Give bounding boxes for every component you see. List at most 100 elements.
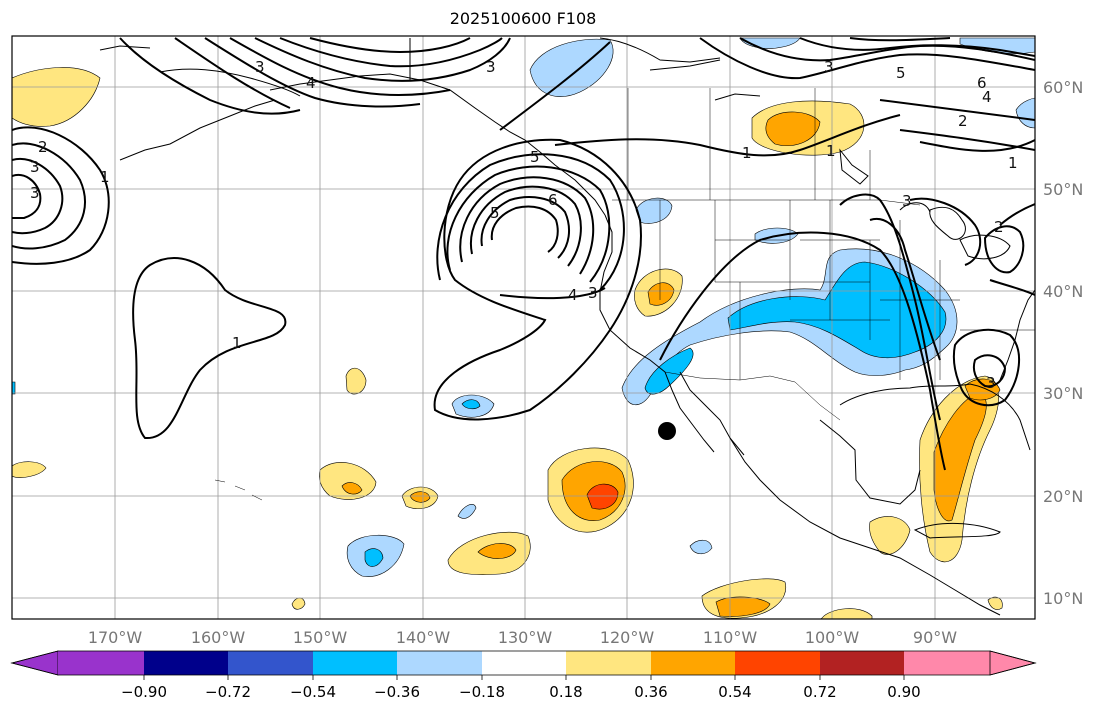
contour-label: 1 <box>232 334 242 352</box>
colorbar-high-extend <box>989 650 1037 676</box>
colorbar-bin <box>397 651 482 675</box>
map-frame <box>11 35 1036 620</box>
colorbar-tick-label: 0.36 <box>634 683 667 701</box>
positive-anomaly-area <box>319 462 377 500</box>
colorbar-tick-label: 0.72 <box>803 683 836 701</box>
lon-label: 90°W <box>913 628 957 647</box>
positive-anomaly-area <box>987 596 1003 610</box>
positive-anomaly-area <box>345 367 367 395</box>
contour-label: 6 <box>977 74 987 92</box>
lat-label: 50°N <box>1043 180 1083 199</box>
contour-label: 5 <box>530 148 540 166</box>
negative-anomaly-area <box>727 261 947 359</box>
storm-center-marker <box>658 422 676 440</box>
negative-anomaly-area <box>529 38 614 97</box>
colorbar: −0.90 −0.72 −0.54 −0.36 −0.18 0.18 0.36 … <box>10 650 1037 701</box>
colorbar-tick-label: −0.18 <box>459 683 505 701</box>
positive-anomaly-area <box>964 378 1001 401</box>
contour-label: 3 <box>30 184 40 202</box>
contour-label: 3 <box>30 158 40 176</box>
lon-label: 170°W <box>88 628 143 647</box>
colorbar-bin <box>651 651 735 675</box>
positive-anomaly-area <box>409 491 431 503</box>
contour-lines <box>12 37 1035 471</box>
positive-anomaly-area <box>12 461 47 478</box>
colorbar-tick-label: −0.90 <box>121 683 167 701</box>
anomaly-fills <box>12 37 1035 619</box>
colorbar-bin <box>313 651 397 675</box>
negative-anomaly-area <box>461 399 481 410</box>
contour-label: 3 <box>588 284 598 302</box>
lon-label: 130°W <box>498 628 553 647</box>
lon-label: 100°W <box>805 628 860 647</box>
positive-anomaly-area <box>291 597 306 610</box>
lon-label: 110°W <box>703 628 758 647</box>
positive-anomaly-area <box>820 608 873 619</box>
contour-label: 3 <box>824 58 834 76</box>
lat-label: 20°N <box>1043 487 1083 506</box>
lat-label: 60°N <box>1043 78 1083 97</box>
contour-label: 2 <box>958 112 968 130</box>
contour-label: 2 <box>38 138 48 156</box>
contour-label: 4 <box>982 88 992 106</box>
contour-label: 1 <box>1008 154 1018 172</box>
contour-label: 3 <box>255 58 265 76</box>
lon-label: 160°W <box>191 628 246 647</box>
colorbar-bin <box>904 651 990 675</box>
lon-label: 120°W <box>600 628 655 647</box>
contour-label: 1 <box>100 168 110 186</box>
contour-label-group: 1 2 3 4 5 6 1 1 2 3 4 5 6 3 5 4 3 1 3 3 … <box>30 58 1018 392</box>
colorbar-tick-label: −0.72 <box>205 683 251 701</box>
contour-label: 2 <box>994 218 1004 236</box>
positive-anomaly-area <box>341 482 363 495</box>
colorbar-bin <box>735 651 820 675</box>
colorbar-low-extend <box>10 650 59 676</box>
colorbar-bin <box>566 651 651 675</box>
negative-anomaly-area <box>364 548 384 567</box>
lat-label: 30°N <box>1043 384 1083 403</box>
contour-label: 1 <box>826 142 836 160</box>
positive-anomaly-area <box>647 282 675 306</box>
negative-anomaly-area <box>12 381 16 395</box>
negative-anomaly-area <box>457 504 477 519</box>
contour-label: 4 <box>306 74 316 92</box>
negative-anomaly-area <box>644 347 694 395</box>
colorbar-tick-label: 0.54 <box>718 683 751 701</box>
negative-anomaly-area <box>635 197 673 224</box>
contour-label: 5 <box>490 204 500 222</box>
colorbar-bin <box>58 651 144 675</box>
colorbar-bin <box>482 651 566 675</box>
lon-label: 140°W <box>396 628 451 647</box>
latitude-labels: 60°N 50°N 40°N 30°N 20°N 10°N <box>1043 78 1083 608</box>
positive-anomaly-area <box>586 483 619 510</box>
colorbar-tick-label: −0.36 <box>374 683 420 701</box>
colorbar-tick-label: 0.18 <box>549 683 582 701</box>
colorbar-tick-label: −0.54 <box>290 683 336 701</box>
negative-anomaly-area <box>689 539 713 555</box>
colorbar-bin <box>228 651 313 675</box>
contour-label: 3 <box>986 374 996 392</box>
longitude-labels: 170°W 160°W 150°W 140°W 130°W 120°W 110°… <box>88 628 957 647</box>
colorbar-bin <box>820 651 904 675</box>
map-title: 2025100600 F108 <box>449 9 597 28</box>
lon-label: 150°W <box>293 628 348 647</box>
positive-anomaly-area <box>765 111 821 147</box>
positive-anomaly-area <box>715 596 771 617</box>
negative-anomaly-area <box>1015 97 1035 129</box>
positive-anomaly-area <box>12 67 101 127</box>
contour-label: 6 <box>548 191 558 209</box>
lat-label: 40°N <box>1043 282 1083 301</box>
lat-label: 10°N <box>1043 589 1083 608</box>
positive-anomaly-area <box>477 543 517 559</box>
contour-label: 1 <box>742 144 752 162</box>
positive-anomaly-area <box>869 516 911 555</box>
positive-anomaly-area <box>933 391 987 522</box>
graticule <box>12 36 1035 619</box>
colorbar-bin <box>144 651 228 675</box>
colorbar-tick-label: 0.90 <box>887 683 920 701</box>
colorbar-outline <box>10 650 1037 676</box>
contour-label: 5 <box>896 64 906 82</box>
contour-label: 3 <box>486 58 496 76</box>
contour-label: 4 <box>568 286 578 304</box>
